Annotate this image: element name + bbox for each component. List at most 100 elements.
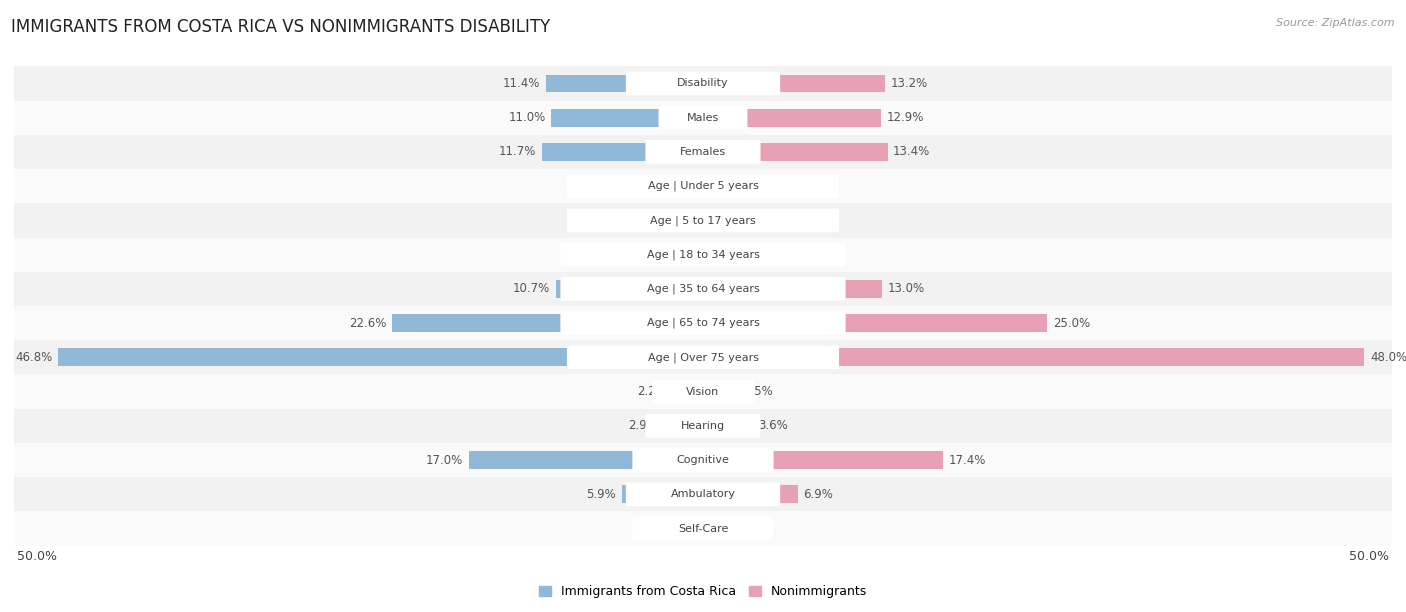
Bar bbox=[14, 409, 1392, 443]
Bar bbox=[703, 485, 799, 503]
Text: Vision: Vision bbox=[686, 387, 720, 397]
Bar bbox=[551, 109, 703, 127]
FancyBboxPatch shape bbox=[645, 140, 761, 164]
Text: 1.6%: 1.6% bbox=[731, 180, 761, 193]
Text: 48.0%: 48.0% bbox=[1369, 351, 1406, 364]
Bar bbox=[14, 100, 1392, 135]
Bar bbox=[703, 177, 725, 195]
Bar bbox=[672, 382, 703, 400]
Text: 11.4%: 11.4% bbox=[503, 77, 540, 90]
Text: Hearing: Hearing bbox=[681, 421, 725, 431]
Text: 5.9%: 5.9% bbox=[586, 488, 616, 501]
Text: Cognitive: Cognitive bbox=[676, 455, 730, 465]
Text: Source: ZipAtlas.com: Source: ZipAtlas.com bbox=[1277, 18, 1395, 28]
Text: 50.0%: 50.0% bbox=[1350, 550, 1389, 563]
Text: 50.0%: 50.0% bbox=[17, 550, 56, 563]
Bar bbox=[664, 417, 703, 435]
Bar bbox=[627, 212, 703, 230]
Text: 13.0%: 13.0% bbox=[887, 282, 925, 296]
Bar bbox=[669, 520, 703, 537]
Bar bbox=[703, 382, 738, 400]
FancyBboxPatch shape bbox=[626, 482, 780, 506]
Bar bbox=[14, 477, 1392, 512]
Text: Females: Females bbox=[681, 147, 725, 157]
Bar bbox=[685, 177, 703, 195]
Bar bbox=[703, 451, 943, 469]
Bar bbox=[541, 143, 703, 161]
Text: 2.4%: 2.4% bbox=[634, 522, 665, 535]
Bar bbox=[703, 143, 887, 161]
Bar bbox=[703, 348, 1364, 366]
Text: 1.3%: 1.3% bbox=[650, 180, 679, 193]
FancyBboxPatch shape bbox=[567, 209, 839, 233]
Text: 11.0%: 11.0% bbox=[509, 111, 546, 124]
Text: Age | Under 5 years: Age | Under 5 years bbox=[648, 181, 758, 192]
Text: 2.2%: 2.2% bbox=[637, 385, 668, 398]
Bar bbox=[703, 314, 1047, 332]
Text: Age | 5 to 17 years: Age | 5 to 17 years bbox=[650, 215, 756, 226]
Bar bbox=[14, 443, 1392, 477]
Text: 2.9%: 2.9% bbox=[627, 419, 658, 432]
FancyBboxPatch shape bbox=[561, 312, 845, 335]
Text: 10.7%: 10.7% bbox=[513, 282, 550, 296]
Text: 6.9%: 6.9% bbox=[804, 488, 834, 501]
Bar bbox=[621, 485, 703, 503]
Text: 11.7%: 11.7% bbox=[499, 146, 536, 159]
Bar bbox=[14, 169, 1392, 203]
Bar bbox=[703, 280, 882, 298]
FancyBboxPatch shape bbox=[633, 448, 773, 472]
Text: 3.6%: 3.6% bbox=[758, 419, 787, 432]
Bar bbox=[14, 135, 1392, 169]
Text: Age | 35 to 64 years: Age | 35 to 64 years bbox=[647, 283, 759, 294]
Text: Age | Over 75 years: Age | Over 75 years bbox=[648, 352, 758, 362]
FancyBboxPatch shape bbox=[658, 106, 748, 130]
Bar bbox=[14, 340, 1392, 375]
Bar bbox=[703, 109, 880, 127]
Bar bbox=[616, 246, 703, 264]
FancyBboxPatch shape bbox=[561, 243, 845, 266]
Text: 2.5%: 2.5% bbox=[742, 385, 773, 398]
Bar bbox=[392, 314, 703, 332]
FancyBboxPatch shape bbox=[652, 379, 754, 403]
FancyBboxPatch shape bbox=[626, 72, 780, 95]
Text: Disability: Disability bbox=[678, 78, 728, 89]
Text: Ambulatory: Ambulatory bbox=[671, 490, 735, 499]
Text: 25.0%: 25.0% bbox=[1053, 316, 1090, 330]
Bar bbox=[14, 272, 1392, 306]
Text: 7.6%: 7.6% bbox=[813, 248, 844, 261]
Text: 17.4%: 17.4% bbox=[948, 453, 986, 466]
Text: 46.8%: 46.8% bbox=[15, 351, 52, 364]
Bar bbox=[703, 520, 738, 537]
FancyBboxPatch shape bbox=[567, 174, 839, 198]
Bar bbox=[703, 417, 752, 435]
Text: IMMIGRANTS FROM COSTA RICA VS NONIMMIGRANTS DISABILITY: IMMIGRANTS FROM COSTA RICA VS NONIMMIGRA… bbox=[11, 18, 551, 36]
Text: 13.4%: 13.4% bbox=[893, 146, 931, 159]
Bar bbox=[14, 512, 1392, 546]
Text: 6.3%: 6.3% bbox=[581, 248, 610, 261]
Bar bbox=[14, 375, 1392, 409]
Bar bbox=[703, 75, 884, 92]
Bar bbox=[546, 75, 703, 92]
Text: Males: Males bbox=[688, 113, 718, 122]
FancyBboxPatch shape bbox=[567, 346, 839, 369]
Text: 17.0%: 17.0% bbox=[426, 453, 463, 466]
Bar bbox=[14, 237, 1392, 272]
Text: 5.5%: 5.5% bbox=[592, 214, 621, 227]
Text: 2.6%: 2.6% bbox=[744, 522, 775, 535]
Text: Self-Care: Self-Care bbox=[678, 523, 728, 534]
Bar bbox=[468, 451, 703, 469]
FancyBboxPatch shape bbox=[561, 277, 845, 300]
FancyBboxPatch shape bbox=[633, 517, 773, 540]
Bar bbox=[14, 66, 1392, 100]
Text: 12.9%: 12.9% bbox=[886, 111, 924, 124]
Bar bbox=[703, 212, 790, 230]
Bar bbox=[14, 306, 1392, 340]
Legend: Immigrants from Costa Rica, Nonimmigrants: Immigrants from Costa Rica, Nonimmigrant… bbox=[533, 580, 873, 603]
Bar bbox=[58, 348, 703, 366]
Text: 13.2%: 13.2% bbox=[890, 77, 928, 90]
Bar bbox=[555, 280, 703, 298]
Text: Age | 18 to 34 years: Age | 18 to 34 years bbox=[647, 250, 759, 260]
Bar bbox=[703, 246, 807, 264]
FancyBboxPatch shape bbox=[645, 414, 761, 438]
Text: 6.3%: 6.3% bbox=[796, 214, 825, 227]
